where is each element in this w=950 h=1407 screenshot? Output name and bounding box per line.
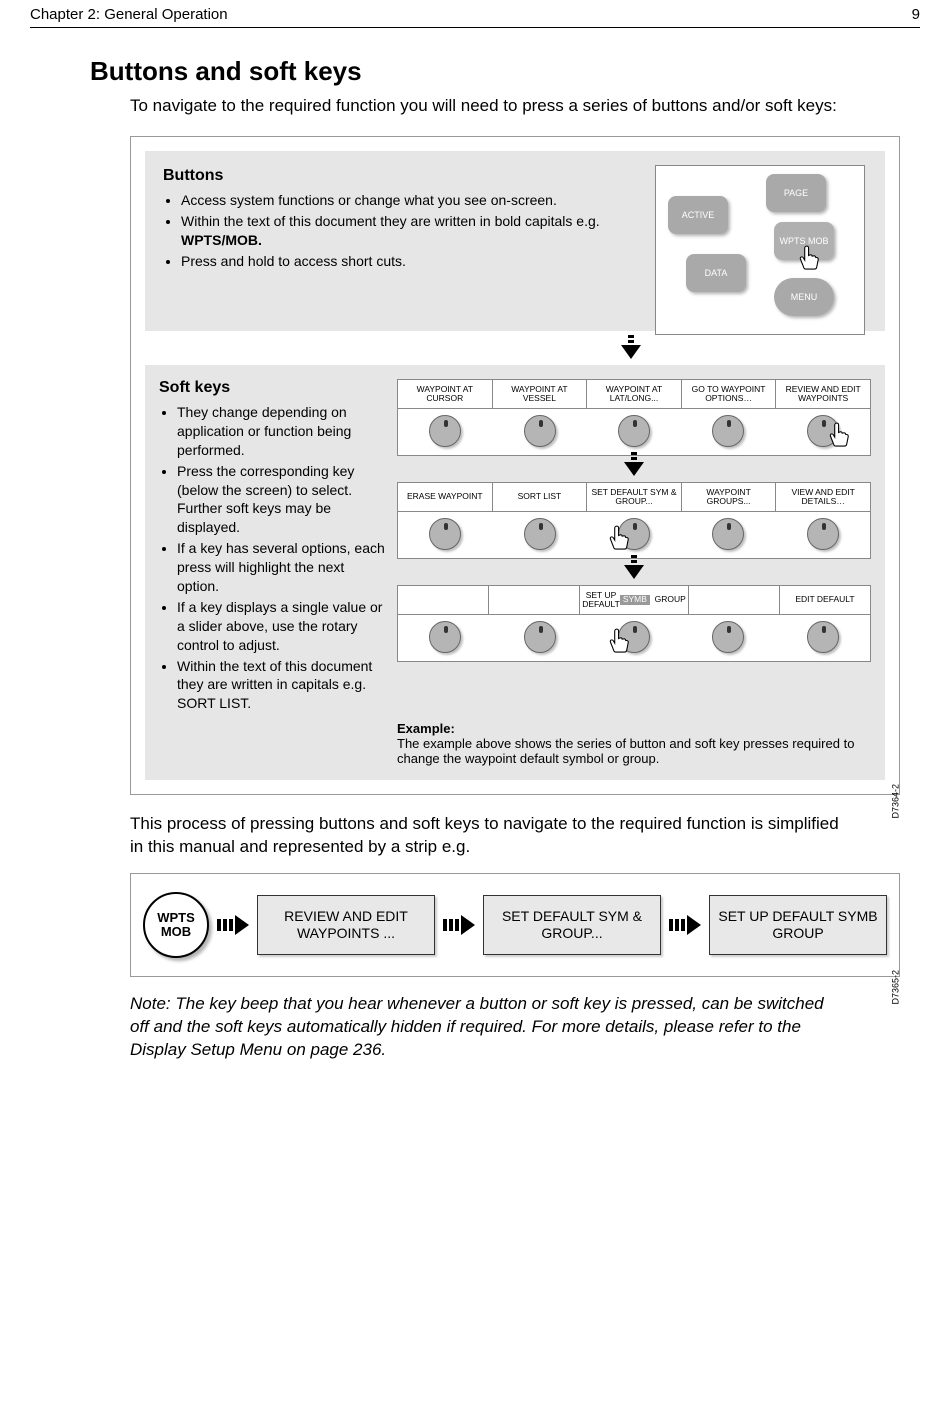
softkey-row-2: ERASE WAYPOINT SORT LIST SET DEFAULT SYM… (397, 482, 871, 559)
softkeys-item: If a key has several options, each press… (177, 539, 389, 596)
softkey-button[interactable] (712, 415, 744, 447)
softkeys-panel: Soft keys They change depending on appli… (145, 365, 885, 780)
note-text: Note: The key beep that you hear wheneve… (130, 993, 840, 1062)
page-header: Chapter 2: General Operation 9 (30, 0, 920, 28)
buttons-list: Access system functions or change what y… (181, 191, 633, 271)
buttons-item: Access system functions or change what y… (181, 191, 633, 210)
arrow-down-icon (624, 462, 644, 476)
sk-label: EDIT DEFAULT (780, 586, 870, 614)
sk-label: REVIEW AND EDIT WAYPOINTS (776, 380, 870, 408)
softkey-button[interactable] (618, 415, 650, 447)
figure-code: D7365-2 (891, 970, 901, 1005)
softkey-button[interactable] (618, 621, 650, 653)
sk-label: VIEW AND EDIT DETAILS… (776, 483, 870, 511)
strip-step[interactable]: SET DEFAULT SYM & GROUP... (483, 895, 661, 955)
sk-label: WAYPOINT AT LAT/LONG... (587, 380, 682, 408)
example-text: The example above shows the series of bu… (397, 736, 854, 766)
wpts-mob-circle[interactable]: WPTS MOB (143, 892, 209, 958)
sk-label: ERASE WAYPOINT (398, 483, 493, 511)
section-title: Buttons and soft keys (90, 56, 920, 87)
strip-step[interactable]: REVIEW AND EDIT WAYPOINTS ... (257, 895, 435, 955)
softkey-button[interactable] (524, 415, 556, 447)
strip-frame: WPTS MOB REVIEW AND EDIT WAYPOINTS ... S… (130, 873, 900, 977)
menu-button[interactable]: MENU (774, 278, 834, 316)
arrow-down-icon (621, 345, 641, 359)
page-number: 9 (912, 6, 920, 23)
softkey-row-3: SET UP DEFAULTSYMB GROUP EDIT DEFAULT (397, 585, 871, 662)
softkeys-heading: Soft keys (159, 379, 389, 397)
sk-label: WAYPOINT GROUPS... (682, 483, 777, 511)
softkeys-item: If a key displays a single value or a sl… (177, 598, 389, 655)
hardware-button-cluster: ACTIVE PAGE WPTS MOB DATA MENU (655, 165, 865, 335)
data-button[interactable]: DATA (686, 254, 746, 292)
arrow-right-icon (443, 915, 475, 935)
diagram-frame: Buttons Access system functions or chang… (130, 136, 900, 795)
buttons-item: Press and hold to access short cuts. (181, 252, 633, 271)
strip-step[interactable]: SET UP DEFAULT SYMB GROUP (709, 895, 887, 955)
softkey-button[interactable] (807, 415, 839, 447)
softkey-button[interactable] (712, 518, 744, 550)
arrow-right-icon (669, 915, 701, 935)
softkey-button[interactable] (429, 415, 461, 447)
sk-label (489, 586, 580, 614)
softkey-button[interactable] (429, 621, 461, 653)
softkeys-item: Within the text of this document they ar… (177, 657, 389, 714)
wpts-mob-button[interactable]: WPTS MOB (774, 222, 834, 260)
softkey-button[interactable] (618, 518, 650, 550)
sk-label: GO TO WAYPOINT OPTIONS… (682, 380, 777, 408)
softkey-button[interactable] (807, 621, 839, 653)
example-note: Example: The example above shows the ser… (397, 715, 871, 766)
para-strip-intro: This process of pressing buttons and sof… (130, 813, 840, 859)
softkeys-list: They change depending on application or … (177, 403, 389, 713)
sk-label (689, 586, 780, 614)
softkey-button[interactable] (807, 518, 839, 550)
softkey-button[interactable] (712, 621, 744, 653)
arrow-down-icon (624, 565, 644, 579)
softkey-button[interactable] (429, 518, 461, 550)
softkey-button[interactable] (524, 518, 556, 550)
softkey-row-1: WAYPOINT AT CURSOR WAYPOINT AT VESSEL WA… (397, 379, 871, 456)
sk-label (398, 586, 489, 614)
active-button[interactable]: ACTIVE (668, 196, 728, 234)
sk-label: WAYPOINT AT VESSEL (493, 380, 588, 408)
softkeys-item: They change depending on application or … (177, 403, 389, 460)
example-title: Example: (397, 721, 455, 736)
buttons-panel: Buttons Access system functions or chang… (145, 151, 885, 331)
arrow-right-icon (217, 915, 249, 935)
softkey-button[interactable] (524, 621, 556, 653)
page-button[interactable]: PAGE (766, 174, 826, 212)
sk-label: WAYPOINT AT CURSOR (398, 380, 493, 408)
buttons-item: Within the text of this document they ar… (181, 212, 633, 250)
sk-label: SET DEFAULT SYM & GROUP... (587, 483, 682, 511)
figure-code: D7364-2 (891, 784, 901, 819)
chapter-label: Chapter 2: General Operation (30, 6, 228, 23)
sk-label: SORT LIST (493, 483, 588, 511)
intro-text: To navigate to the required function you… (130, 95, 840, 118)
buttons-heading: Buttons (163, 167, 633, 185)
sk-label: SET UP DEFAULTSYMB GROUP (580, 586, 689, 614)
softkeys-item: Press the corresponding key (below the s… (177, 462, 389, 538)
